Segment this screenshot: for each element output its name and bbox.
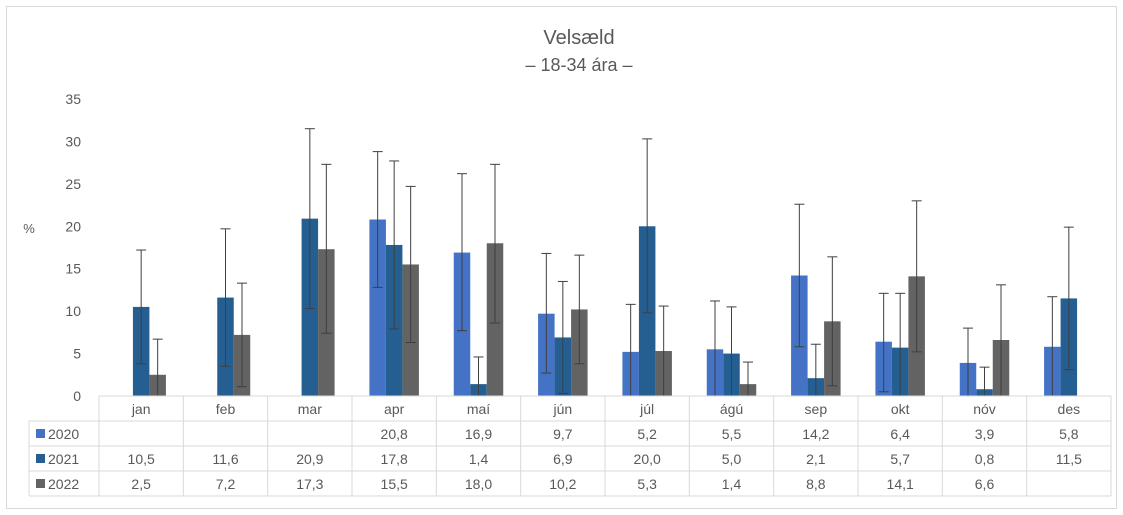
data-label-2021: 20,0: [634, 451, 661, 467]
data-label-2021: 0,8: [975, 451, 995, 467]
y-tick-label: 15: [65, 261, 81, 277]
x-tick-label: feb: [216, 401, 236, 417]
data-label-2022: 15,5: [381, 476, 408, 492]
data-label-2022: 8,8: [806, 476, 826, 492]
legend-label: 2022: [48, 476, 79, 492]
x-tick-label: sep: [805, 401, 828, 417]
data-label-2022: 7,2: [216, 476, 236, 492]
data-label-2022: 17,3: [296, 476, 323, 492]
chart-subtitle: – 18-34 ára –: [525, 55, 632, 75]
data-label-2020: 20,8: [381, 426, 408, 442]
x-tick-label: okt: [891, 401, 910, 417]
legend-swatch-2021: [36, 454, 45, 463]
y-tick-label: 25: [65, 176, 81, 192]
data-label-2020: 14,2: [802, 426, 829, 442]
y-tick-label: 35: [65, 91, 81, 107]
y-axis-label: %: [23, 221, 35, 236]
x-tick-label: nóv: [973, 401, 996, 417]
data-label-2021: 5,7: [890, 451, 910, 467]
data-label-2020: 16,9: [465, 426, 492, 442]
data-label-2021: 17,8: [381, 451, 408, 467]
x-tick-label: des: [1058, 401, 1081, 417]
chart-svg: Velsæld – 18-34 ára –% 0 5 10 15 20 25 30 35 jan fe…: [23, 27, 1112, 497]
x-tick-label: maí: [467, 401, 490, 417]
legend-swatch-2022: [36, 479, 45, 488]
data-label-2021: 1,4: [469, 451, 489, 467]
legend-label: 2021: [48, 451, 79, 467]
data-label-2021: 5,0: [722, 451, 742, 467]
legend-label: 2020: [48, 426, 79, 442]
data-label-2022: 5,3: [637, 476, 657, 492]
data-label-2022: 18,0: [465, 476, 492, 492]
x-tick-label: mar: [298, 401, 322, 417]
data-label-2020: 5,8: [1059, 426, 1079, 442]
chart-title: Velsæld: [543, 27, 614, 49]
data-label-2021: 2,1: [806, 451, 826, 467]
legend-swatch-2020: [36, 429, 45, 438]
data-label-2020: 9,7: [553, 426, 573, 442]
data-label-2020: 6,4: [890, 426, 910, 442]
x-tick-label: jún: [552, 401, 572, 417]
x-tick-label: júl: [639, 401, 654, 417]
data-label-2020: 5,2: [637, 426, 657, 442]
y-tick-label: 30: [65, 133, 81, 149]
x-tick-label: ágú: [720, 401, 743, 417]
y-tick-label: 10: [65, 303, 81, 319]
data-label-2022: 1,4: [722, 476, 742, 492]
data-label-2020: 5,5: [722, 426, 742, 442]
bar-2020-apr: [369, 219, 386, 396]
data-label-2022: 2,5: [131, 476, 151, 492]
data-label-2022: 6,6: [975, 476, 995, 492]
chart-area: Velsæld – 18-34 ára –% 0 5 10 15 20 25 30 35 jan fe…: [6, 6, 1117, 509]
x-tick-label: apr: [384, 401, 405, 417]
y-tick-label: 5: [73, 346, 81, 362]
x-tick-label: jan: [131, 401, 151, 417]
data-label-2021: 11,5: [1056, 451, 1082, 467]
y-tick-label: 0: [73, 388, 81, 404]
data-label-2021: 20,9: [296, 451, 323, 467]
data-label-2021: 6,9: [553, 451, 573, 467]
data-label-2021: 10,5: [128, 451, 155, 467]
data-label-2021: 11,6: [212, 451, 238, 467]
data-label-2022: 14,1: [887, 476, 914, 492]
y-tick-label: 20: [65, 218, 81, 234]
data-label-2020: 3,9: [975, 426, 995, 442]
data-label-2022: 10,2: [549, 476, 576, 492]
